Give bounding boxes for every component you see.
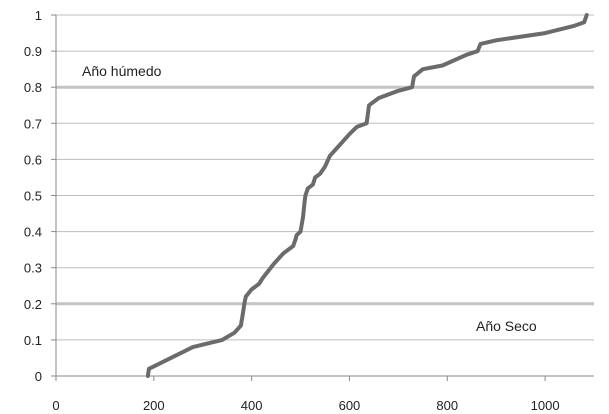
y-tick-labels: 0 0.1 0.2 0.3 0.4 0.5 0.6 0.7 0.8 0.9 1 [24,8,42,384]
y-tick-label: 0 [35,369,42,384]
y-tick-label: 0.7 [24,116,42,131]
y-tick-label: 0.2 [24,297,42,312]
y-tick-label: 0.1 [24,333,42,348]
y-tick-label: 0.5 [24,189,42,204]
y-tick-label: 1 [35,8,42,23]
series-line-1 [145,13,589,378]
gridlines [56,14,594,341]
annotations: Año húmedo Año Seco [82,63,537,334]
dry-year-label: Año Seco [476,318,537,334]
y-tick-label: 0.6 [24,152,42,167]
y-tick-label: 0.9 [24,44,42,59]
threshold-lines [56,85,594,306]
x-tick-label: 1000 [531,398,560,413]
x-tick-label: 400 [241,398,263,413]
y-tick-label: 0.3 [24,261,42,276]
x-tick-label: 200 [143,398,165,413]
x-tick-label: 600 [339,398,361,413]
axes [51,14,594,381]
x-tick-labels: 0 200 400 600 800 1000 [52,398,559,413]
wet-year-label: Año húmedo [82,63,162,79]
y-tick-label: 0.8 [24,80,42,95]
x-tick-label: 800 [436,398,458,413]
data-series [145,13,589,378]
y-tick-label: 0.4 [24,225,42,240]
x-tick-label: 0 [52,398,59,413]
